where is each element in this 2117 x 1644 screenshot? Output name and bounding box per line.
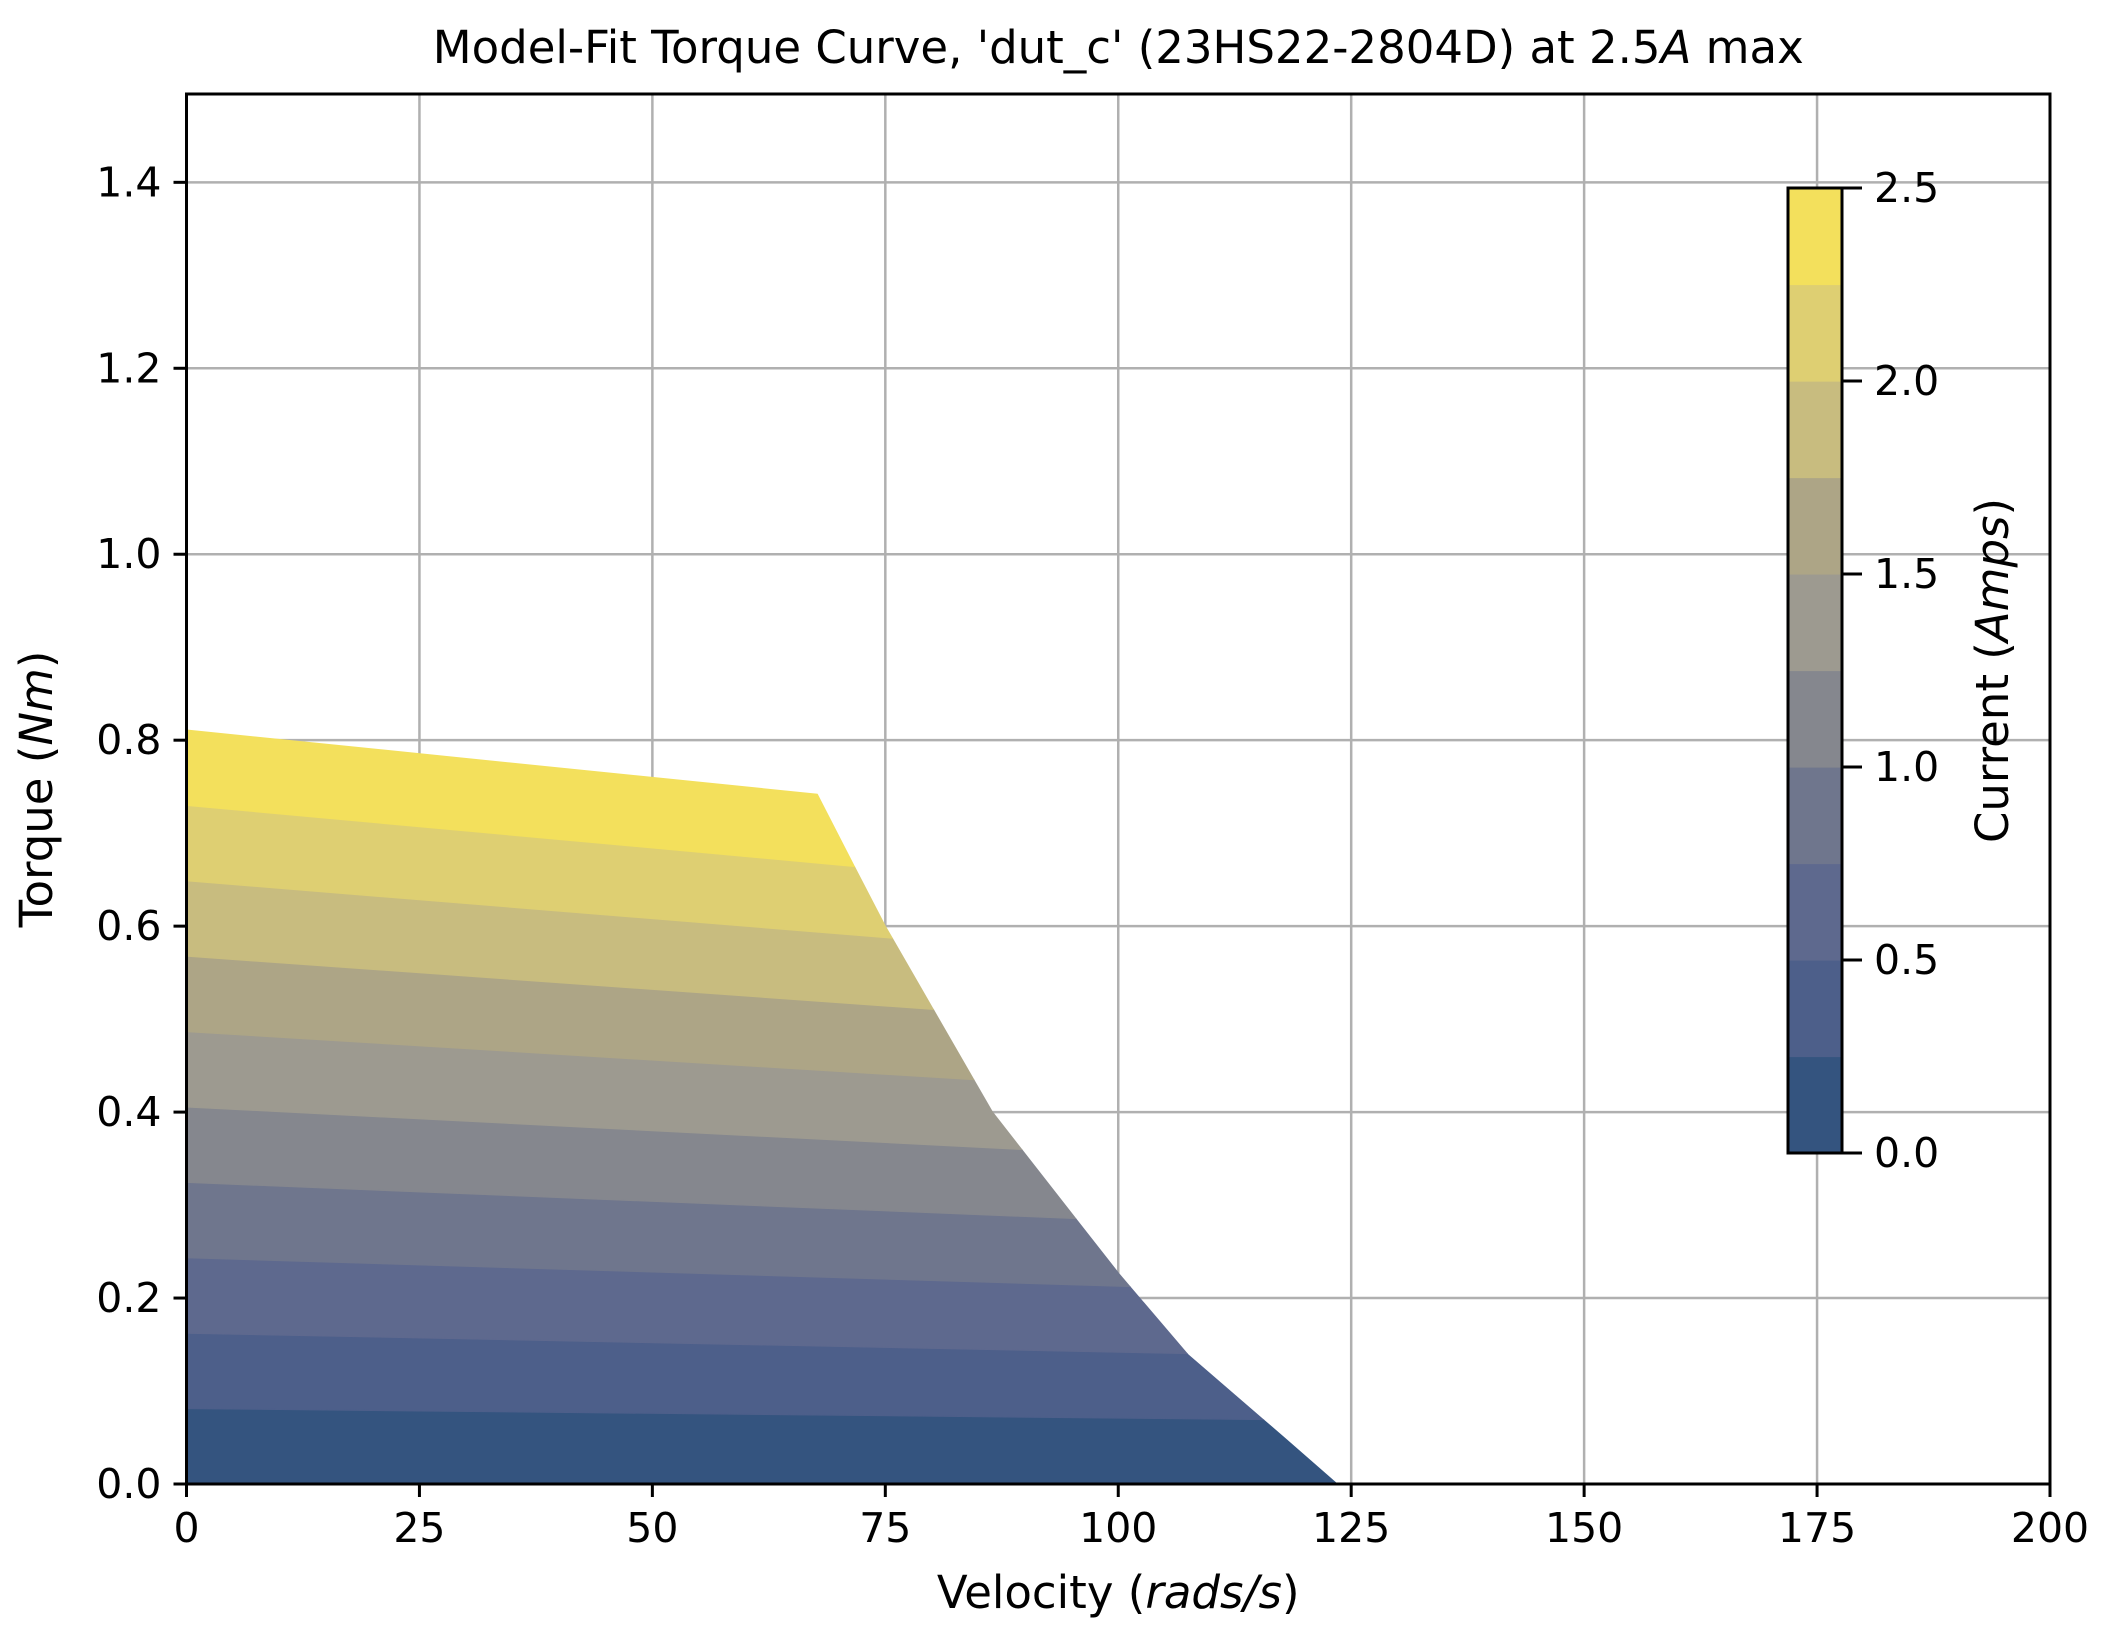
contour-band-1 [186,1408,1339,1485]
y-tick-label: 0.6 [96,902,161,950]
colorbar-band [1788,381,1842,479]
x-tick-label: 25 [393,1504,445,1552]
colorbar-band [1788,670,1842,768]
colorbar-band [1788,574,1842,672]
contour-layer [186,729,1339,1485]
y-tick-label: 0.0 [96,1460,161,1508]
x-tick-label: 0 [173,1504,199,1552]
x-tick-label: 175 [1778,1504,1856,1552]
colorbar-tick-label: 2.0 [1874,357,1939,405]
y-tick-label: 1.4 [96,158,161,206]
colorbar-band [1788,863,1842,961]
y-tick-label: 0.4 [96,1088,161,1136]
colorbar-label: Current (Amps) [1966,498,2019,843]
colorbar-tick-label: 0.5 [1874,936,1939,984]
x-tick-label: 150 [1545,1504,1623,1552]
colorbar-band [1788,767,1842,865]
x-axis-label: Velocity (rads/s) [937,1566,1300,1619]
x-axis-ticks: 0 25 50 75 100 125 150 175 200 [173,1484,2089,1552]
y-tick-label: 0.8 [96,716,161,764]
x-tick-label: 200 [2011,1504,2089,1552]
x-tick-label: 125 [1312,1504,1390,1552]
colorbar: 0.0 0.5 1.0 1.5 2.0 2.5 Current (Amps) [1786,164,2019,1177]
y-axis-ticks: 0.0 0.2 0.4 0.6 0.8 1.0 1.2 1.4 [96,158,187,1508]
y-tick-label: 1.2 [96,344,161,392]
colorbar-band [1788,188,1842,286]
y-tick-label: 1.0 [96,530,161,578]
colorbar-band [1788,477,1842,575]
colorbar-tick-label: 0.0 [1874,1129,1939,1177]
y-axis-label: Torque (Nm) [10,651,63,929]
x-tick-label: 75 [859,1504,911,1552]
colorbar-band [1788,1056,1842,1154]
chart-title: Model-Fit Torque Curve, 'dut_c' (23HS22-… [433,21,1804,74]
colorbar-tick-label: 1.5 [1874,550,1939,598]
colorbar-band [1788,284,1842,382]
colorbar-outline [1786,186,1844,1155]
colorbar-band [1788,960,1842,1058]
colorbar-tick-label: 2.5 [1874,164,1939,212]
y-tick-label: 0.2 [96,1274,161,1322]
x-tick-label: 100 [1079,1504,1157,1552]
colorbar-tick-label: 1.0 [1874,743,1939,791]
x-tick-label: 50 [626,1504,678,1552]
